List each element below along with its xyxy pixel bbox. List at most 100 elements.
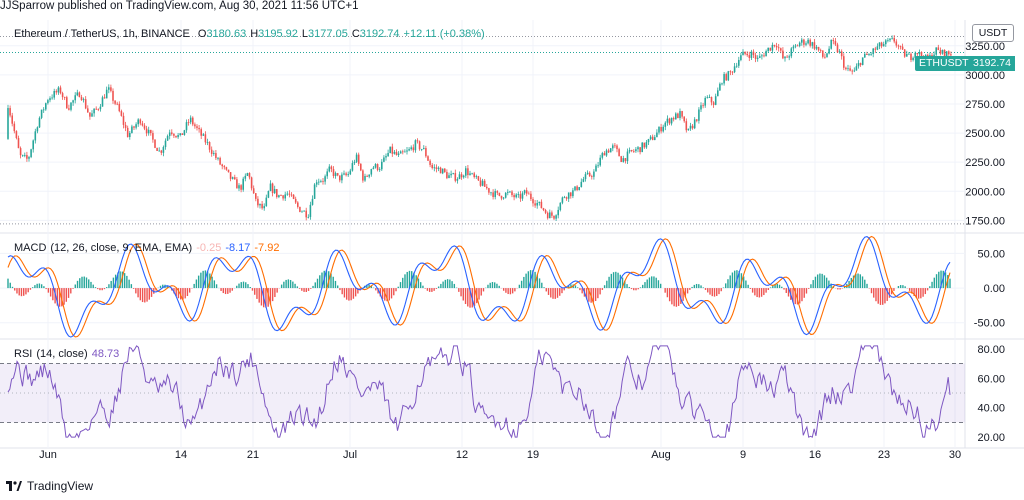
open-value: 3180.63 (206, 28, 247, 40)
candle-down (576, 186, 578, 191)
rsi-title[interactable]: RSI (14, 348, 33, 360)
chart-frame[interactable]: Jun 14 21 Jul 12 19 Aug 9 16 23 30 1750.00 2000.00 22… (0, 20, 1024, 468)
candle-down (59, 87, 62, 94)
candle-down (299, 206, 301, 212)
candle-down (483, 180, 486, 187)
candle-up (51, 97, 53, 99)
candle-up (347, 174, 349, 176)
candle-down (250, 177, 253, 189)
candle-up (343, 173, 345, 175)
publisher-line: JJSparrow published on TradingView.com, … (0, 0, 359, 12)
candle-down (937, 47, 940, 51)
candle-down (691, 125, 694, 129)
candle-down (126, 127, 129, 138)
candle-up (735, 65, 738, 67)
candle-down (156, 147, 158, 151)
candle-down (150, 129, 152, 134)
candle-up (609, 148, 612, 153)
macd-title[interactable]: MACD (14, 242, 47, 254)
candle-down (200, 129, 202, 136)
macd-line-value: -8.17 (225, 242, 251, 254)
candle-up (656, 132, 658, 138)
candle-down (479, 180, 482, 186)
candle-down (696, 119, 698, 121)
candle-up (28, 157, 30, 159)
candle-down (376, 164, 379, 170)
macd-signal-line (7, 235, 951, 338)
candle-down (192, 117, 194, 125)
candle-up (53, 90, 55, 98)
candle-up (792, 46, 795, 49)
candle-up (586, 172, 589, 175)
candle-up (738, 60, 740, 66)
candle-up (410, 147, 412, 150)
candle-down (133, 126, 135, 128)
candle-down (435, 167, 438, 169)
candle-up (406, 150, 408, 152)
candle-down (477, 176, 480, 181)
candle-down (702, 105, 704, 107)
candle-down (252, 188, 255, 194)
candle-down (683, 116, 685, 122)
candle-up (481, 180, 484, 186)
rsi-legend: RSI (14, close) 48.73 (14, 348, 119, 360)
macd-tick-label: -50.00 (974, 318, 1005, 330)
candle-up (517, 194, 520, 195)
candle-up (626, 151, 629, 162)
candle-up (469, 173, 471, 176)
candle-down (899, 46, 902, 48)
candle-up (561, 197, 564, 203)
candle-up (578, 187, 580, 191)
candle-down (498, 192, 501, 196)
candle-up (475, 176, 478, 178)
candle-up (311, 198, 314, 205)
candle-down (219, 157, 221, 165)
candle-down (486, 186, 488, 189)
candle-down (460, 174, 463, 178)
candle-up (164, 140, 167, 148)
candle-up (887, 40, 889, 42)
candle-up (309, 204, 312, 217)
candle-down (61, 93, 64, 98)
candle-down (748, 55, 751, 58)
candle-down (540, 201, 543, 209)
candle-up (637, 147, 639, 150)
candle-down (685, 121, 688, 131)
footer-brand[interactable]: TradingView (6, 479, 93, 493)
rsi-tick-label: 40.00 (977, 403, 1005, 415)
candle-down (181, 133, 184, 135)
candle-down (160, 150, 163, 153)
time-tick-label: 9 (740, 449, 746, 461)
candle-down (710, 97, 713, 103)
candle-up (771, 44, 774, 51)
candle-down (84, 99, 87, 109)
candle-down (215, 153, 217, 159)
candle-down (118, 103, 121, 112)
candle-down (227, 169, 230, 173)
candle-up (572, 190, 574, 197)
candle-up (57, 87, 60, 93)
candle-up (108, 87, 110, 90)
chart-canvas[interactable]: Jun 14 21 Jul 12 19 Aug 9 16 23 30 1750.00 2000.00 22… (0, 20, 1024, 468)
candle-up (801, 39, 803, 43)
candle-down (607, 150, 610, 153)
time-tick-label: 30 (949, 449, 961, 461)
candle-up (918, 52, 921, 55)
candle-down (97, 109, 100, 110)
candle-down (824, 56, 826, 58)
candle-up (599, 157, 601, 166)
currency-selector[interactable]: USDT (972, 24, 1014, 42)
candle-up (502, 197, 505, 199)
symbol-title[interactable]: Ethereum / TetherUS, 1h, BINANCE (14, 28, 190, 40)
candle-down (143, 125, 146, 129)
candle-up (315, 182, 318, 185)
candle-up (714, 96, 717, 105)
candle-down (112, 90, 114, 101)
candle-up (717, 90, 719, 97)
candle-down (668, 118, 671, 124)
candle-up (622, 158, 625, 162)
price-legend: Ethereum / TetherUS, 1h, BINANCE O3180.6… (14, 28, 485, 40)
candle-down (782, 50, 784, 59)
candle-down (672, 117, 675, 120)
candle-down (255, 193, 257, 199)
